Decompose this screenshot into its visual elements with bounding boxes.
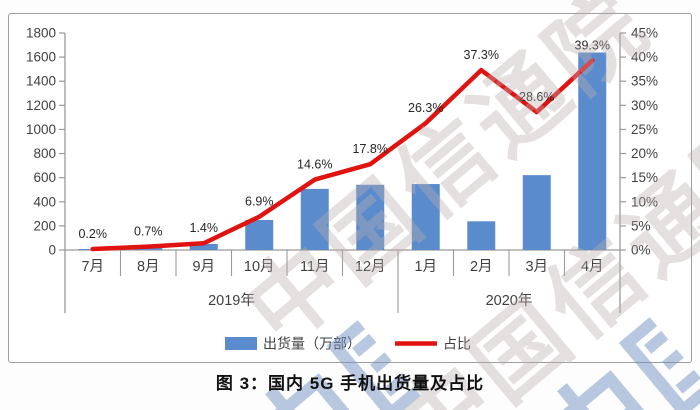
year-label: 2020年 xyxy=(486,292,533,309)
data-label: 0.7% xyxy=(134,225,163,239)
y-axis-left: 0 200 400 600 800 1000 1200 1400 1600 1800 xyxy=(26,26,66,313)
data-label: 1.4% xyxy=(190,221,219,235)
month-label: 2月 xyxy=(470,259,493,275)
bar xyxy=(411,184,440,250)
bar xyxy=(245,219,274,250)
x-axis: 7月 8月 9月 10月 11月 12月 1月 2月 3月 4月 2019年 2020年 xyxy=(65,249,620,313)
y-tick-label-left: 800 xyxy=(33,146,56,161)
year-label: 2019年 xyxy=(208,292,255,309)
y-tick-label-left: 1800 xyxy=(26,26,56,41)
month-label: 9月 xyxy=(192,259,215,275)
legend: 出货量（万部） 占比 xyxy=(225,336,471,352)
month-label: 3月 xyxy=(525,259,548,275)
bar xyxy=(467,221,496,250)
y-axis-right: 0% 5% 10% 15% 20% 25% 30% 35% 40% 45% xyxy=(619,26,658,313)
y-tick-label-right: 15% xyxy=(631,170,658,185)
y-tick-label-right: 30% xyxy=(631,98,658,113)
combo-chart: 0 200 400 600 800 1000 1200 1400 1600 1800 0% 5% 10%… xyxy=(26,26,658,352)
data-label: 6.9% xyxy=(245,195,274,209)
y-tick-label-left: 1000 xyxy=(26,122,56,137)
month-label: 8月 xyxy=(137,259,160,275)
data-label: 14.6% xyxy=(297,158,332,172)
y-tick-label-right: 25% xyxy=(631,122,658,137)
y-tick-label-left: 600 xyxy=(33,170,56,185)
data-label: 39.3% xyxy=(575,38,610,52)
y-tick-label-left: 0 xyxy=(48,243,56,258)
data-label: 0.2% xyxy=(79,227,108,241)
legend-label-bar: 出货量（万部） xyxy=(263,336,361,352)
y-tick-label-left: 1600 xyxy=(26,50,56,65)
data-label: 26.3% xyxy=(408,101,443,115)
legend-label-line: 占比 xyxy=(443,336,471,352)
y-tick-label-right: 10% xyxy=(631,194,658,209)
y-tick-label-right: 35% xyxy=(631,74,658,89)
data-label: 17.8% xyxy=(353,142,388,156)
figure-caption: 图 3：国内 5G 手机出货量及占比 xyxy=(215,374,485,393)
y-tick-label-right: 40% xyxy=(631,50,658,65)
data-labels: 0.2% 0.7% 1.4% 6.9% 14.6% 17.8% 26.3% 37.3% 28.6… xyxy=(79,38,610,241)
bar xyxy=(300,188,329,250)
bar xyxy=(356,184,385,250)
month-label: 12月 xyxy=(355,259,386,275)
y-tick-label-right: 45% xyxy=(631,26,658,41)
y-tick-label-left: 1200 xyxy=(26,98,56,113)
legend-swatch-bar xyxy=(225,337,257,350)
y-tick-label-left: 400 xyxy=(33,194,56,209)
bar xyxy=(189,243,218,250)
month-label: 7月 xyxy=(81,259,104,275)
data-label: 28.6% xyxy=(519,90,554,104)
month-label: 4月 xyxy=(581,259,604,275)
y-tick-label-left: 200 xyxy=(33,218,56,233)
month-label: 1月 xyxy=(414,259,437,275)
line-series xyxy=(90,58,595,252)
y-tick-label-right: 0% xyxy=(631,243,651,258)
bar-series xyxy=(78,52,607,250)
month-label: 11月 xyxy=(300,259,330,275)
chart-frame: 0 200 400 600 800 1000 1200 1400 1600 1800 0% 5% 10%… xyxy=(8,13,692,363)
y-tick-label-right: 5% xyxy=(631,218,651,233)
y-tick-label-right: 20% xyxy=(631,146,658,161)
data-label: 37.3% xyxy=(464,48,499,62)
month-label: 10月 xyxy=(244,259,275,275)
bar xyxy=(522,175,551,250)
bar xyxy=(578,52,607,250)
y-tick-label-left: 1400 xyxy=(26,74,56,89)
